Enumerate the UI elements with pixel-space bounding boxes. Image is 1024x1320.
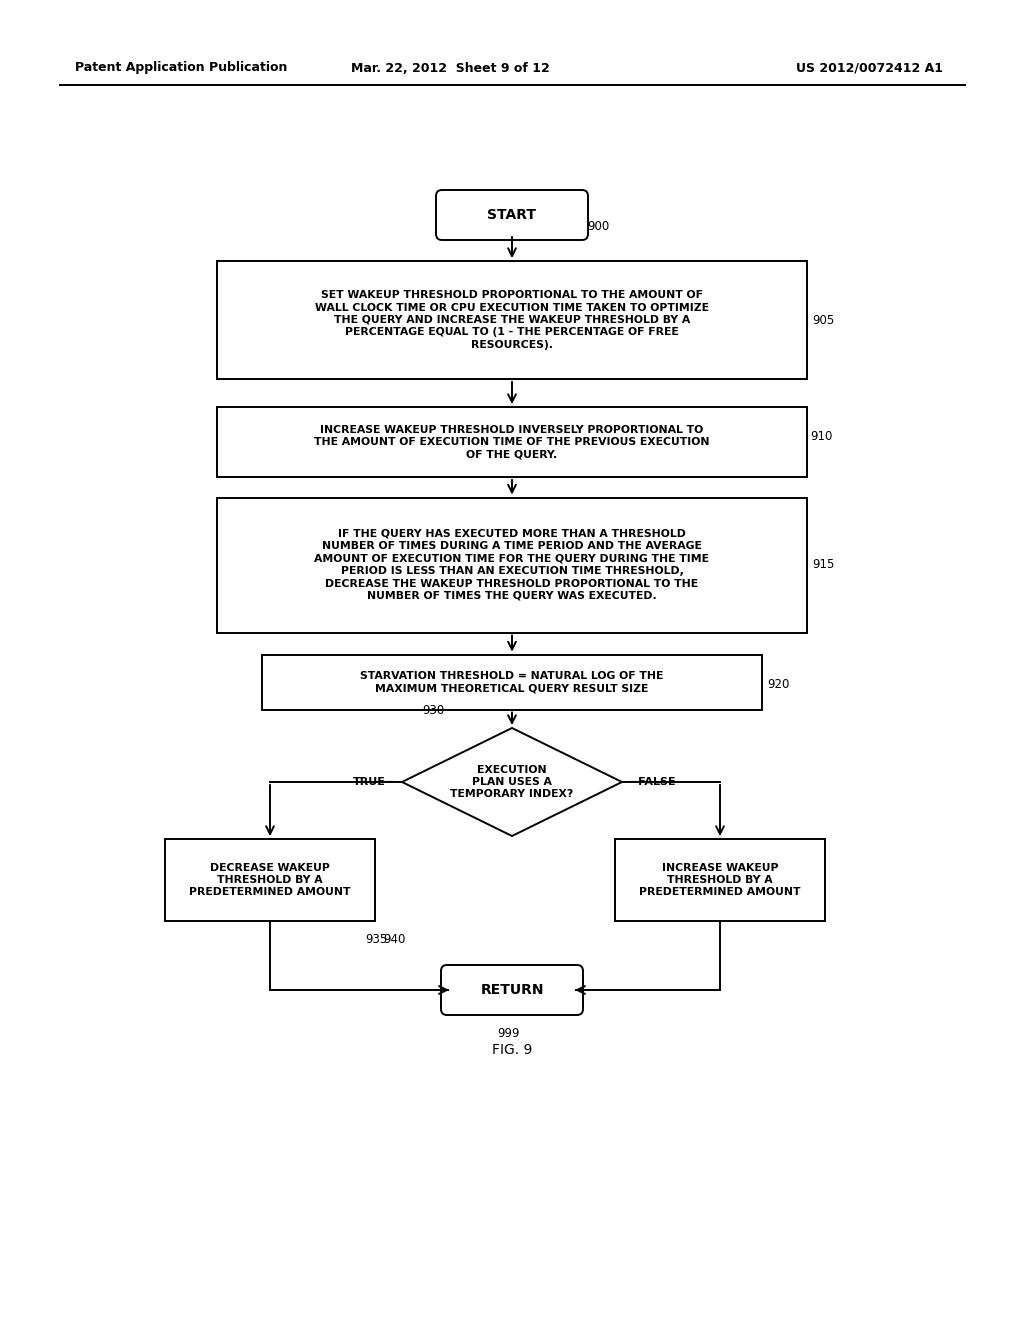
Text: 905: 905	[812, 314, 835, 326]
Text: INCREASE WAKEUP THRESHOLD INVERSELY PROPORTIONAL TO
THE AMOUNT OF EXECUTION TIME: INCREASE WAKEUP THRESHOLD INVERSELY PROP…	[314, 425, 710, 459]
Text: —FALSE: —FALSE	[627, 777, 676, 787]
Text: START: START	[487, 209, 537, 222]
Text: 999: 999	[497, 1027, 519, 1040]
Text: 900: 900	[587, 220, 609, 234]
Bar	[262, 655, 762, 710]
Bar	[217, 407, 807, 477]
FancyBboxPatch shape	[441, 965, 583, 1015]
Bar	[165, 840, 375, 921]
Bar	[217, 498, 807, 632]
Text: 935: 935	[365, 933, 387, 946]
Text: RETURN: RETURN	[480, 983, 544, 997]
Bar	[615, 840, 825, 921]
Text: 940: 940	[383, 933, 406, 946]
Bar	[217, 261, 807, 379]
Text: 910: 910	[810, 430, 833, 444]
Text: DECREASE WAKEUP
THRESHOLD BY A
PREDETERMINED AMOUNT: DECREASE WAKEUP THRESHOLD BY A PREDETERM…	[189, 862, 351, 898]
Text: 920: 920	[767, 678, 790, 692]
Text: US 2012/0072412 A1: US 2012/0072412 A1	[797, 62, 943, 74]
Text: INCREASE WAKEUP
THRESHOLD BY A
PREDETERMINED AMOUNT: INCREASE WAKEUP THRESHOLD BY A PREDETERM…	[639, 862, 801, 898]
Text: STARVATION THRESHOLD = NATURAL LOG OF THE
MAXIMUM THEORETICAL QUERY RESULT SIZE: STARVATION THRESHOLD = NATURAL LOG OF TH…	[360, 671, 664, 693]
Text: Mar. 22, 2012  Sheet 9 of 12: Mar. 22, 2012 Sheet 9 of 12	[350, 62, 549, 74]
Text: EXECUTION
PLAN USES A
TEMPORARY INDEX?: EXECUTION PLAN USES A TEMPORARY INDEX?	[451, 764, 573, 800]
Text: SET WAKEUP THRESHOLD PROPORTIONAL TO THE AMOUNT OF
WALL CLOCK TIME OR CPU EXECUT: SET WAKEUP THRESHOLD PROPORTIONAL TO THE…	[315, 290, 709, 350]
Text: Patent Application Publication: Patent Application Publication	[75, 62, 288, 74]
Text: IF THE QUERY HAS EXECUTED MORE THAN A THRESHOLD
NUMBER OF TIMES DURING A TIME PE: IF THE QUERY HAS EXECUTED MORE THAN A TH…	[314, 529, 710, 601]
FancyBboxPatch shape	[436, 190, 588, 240]
Text: TRUE—: TRUE—	[353, 777, 397, 787]
Text: 930: 930	[422, 704, 444, 717]
Text: 915: 915	[812, 558, 835, 572]
Polygon shape	[402, 729, 622, 836]
Text: FIG. 9: FIG. 9	[492, 1043, 532, 1057]
